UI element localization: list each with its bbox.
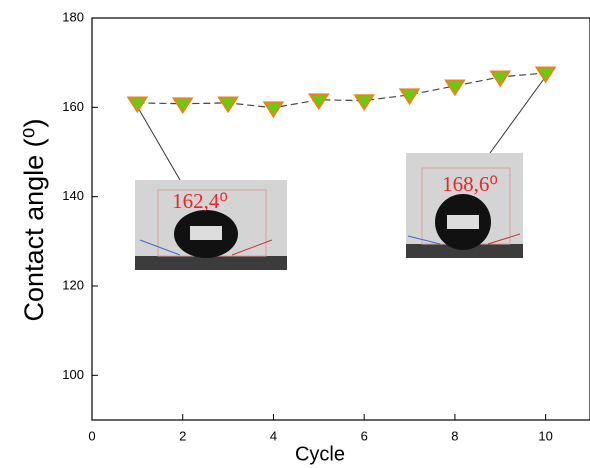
data-point	[534, 66, 557, 84]
data-point	[398, 88, 421, 106]
x-tick-label: 6	[361, 428, 368, 443]
data-point	[126, 96, 149, 114]
x-tick-label: 10	[538, 428, 552, 443]
inset-photo	[406, 153, 523, 258]
inset-photo	[135, 180, 287, 270]
y-tick-label: 120	[62, 277, 84, 292]
data-point	[489, 70, 512, 88]
data-point	[217, 96, 239, 114]
x-axis-label: Cycle	[295, 443, 345, 465]
y-tick-label: 140	[62, 188, 84, 203]
leader-line	[489, 75, 547, 154]
data-point	[171, 97, 194, 115]
x-tick-label: 4	[270, 428, 277, 443]
annotation: 162,4⁰	[172, 189, 228, 213]
y-tick-label: 180	[62, 9, 84, 24]
annotation: 168,6⁰	[442, 172, 498, 196]
plot-frame	[91, 17, 590, 421]
data-line	[137, 72, 546, 109]
data-point	[444, 79, 466, 97]
x-tick-label: 0	[88, 428, 95, 443]
data-point	[262, 101, 285, 119]
y-axis-label: Contact angle (⁰)	[19, 119, 49, 322]
x-tick-label: 2	[179, 428, 186, 443]
y-tick-label: 160	[62, 99, 84, 114]
data-point	[353, 94, 376, 112]
leader-line	[136, 105, 181, 181]
y-tick-label: 100	[62, 367, 84, 382]
x-tick-label: 8	[451, 428, 458, 443]
data-point	[307, 93, 330, 111]
